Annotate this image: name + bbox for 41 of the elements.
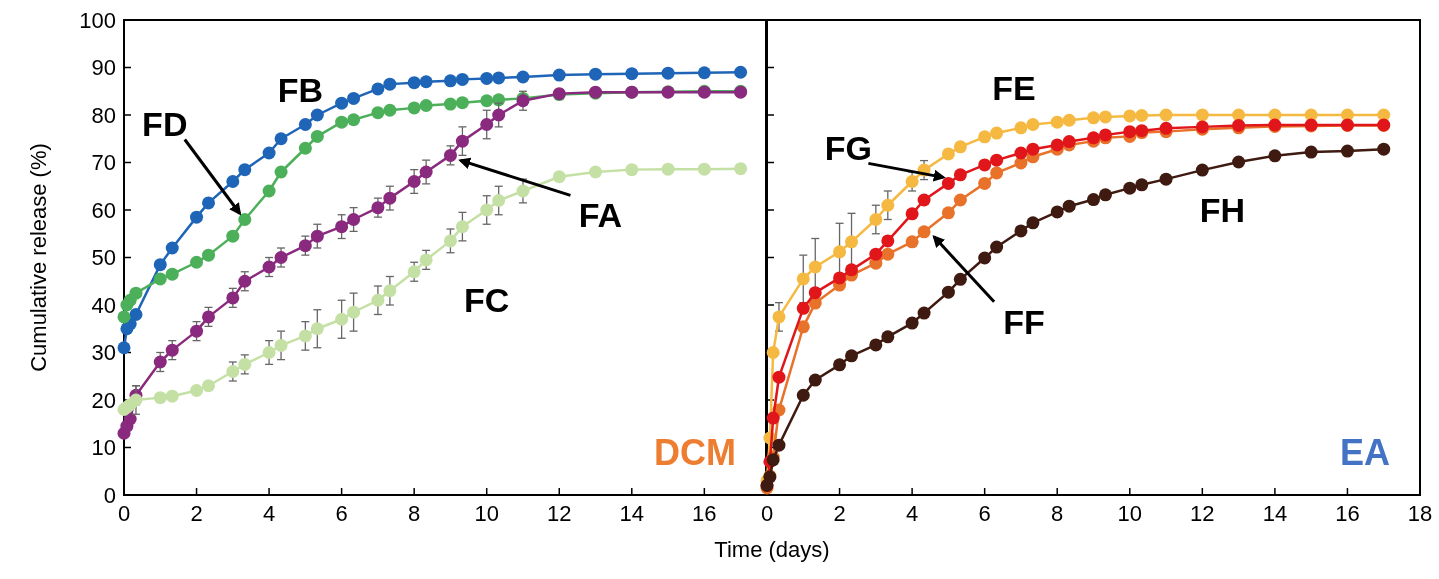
x-tick-label: 12 xyxy=(547,501,572,526)
x-tick-label: 4 xyxy=(905,501,919,526)
series-label: FG xyxy=(824,129,872,168)
y-tick-label: 20 xyxy=(91,387,116,413)
x-tick-label: 18 xyxy=(1407,501,1433,526)
x-tick-label: 16 xyxy=(1335,501,1360,526)
series-label: FE xyxy=(992,68,1036,107)
text: FD xyxy=(142,105,188,144)
x-tick-label: 6 xyxy=(978,501,991,526)
x-tick-label: 2 xyxy=(190,501,203,526)
y-tick-label: 40 xyxy=(91,292,116,318)
text: EA xyxy=(1339,432,1390,473)
y-tick-label: 60 xyxy=(91,197,116,223)
x-tick-label: 8 xyxy=(408,501,421,526)
y-tick-label: 70 xyxy=(91,150,116,176)
x-tick-label: 10 xyxy=(474,501,499,526)
text: FA xyxy=(578,196,623,235)
x-tick-label: 14 xyxy=(1262,501,1288,526)
y-axis-title: Cumulative release (%) xyxy=(26,143,51,372)
text: FF xyxy=(1003,302,1045,341)
y-tick-label: 30 xyxy=(91,340,116,366)
x-tick-label: 8 xyxy=(1051,501,1064,526)
y-tick-label: 0 xyxy=(103,482,116,508)
x-tick-label: 2 xyxy=(833,501,846,526)
y-tick-label: 100 xyxy=(79,7,116,33)
x-tick-label: 14 xyxy=(619,501,645,526)
y-tick-label: 90 xyxy=(91,55,116,81)
y-tick-label: 10 xyxy=(91,435,116,461)
series-label: FH xyxy=(1199,191,1245,229)
series-label: FB xyxy=(277,71,324,110)
x-tick-label: 6 xyxy=(335,501,348,526)
y-tick-label: 50 xyxy=(91,245,116,271)
x-tick-label: 16 xyxy=(692,501,717,526)
series-label: FC xyxy=(464,280,510,319)
x-axis-title: Time (days) xyxy=(714,537,830,562)
text: DCM xyxy=(654,432,736,473)
x-tick-label: 12 xyxy=(1190,501,1215,526)
x-tick-label: 0 xyxy=(760,501,774,526)
x-tick-label: 10 xyxy=(1117,501,1143,526)
y-tick-label: 80 xyxy=(91,102,116,128)
x-tick-label: 4 xyxy=(262,501,276,526)
